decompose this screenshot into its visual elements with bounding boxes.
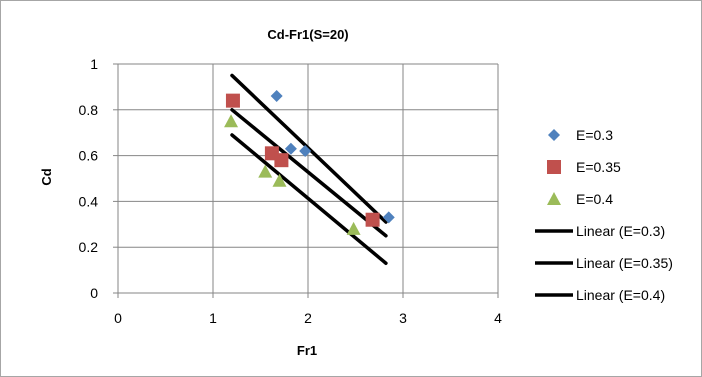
legend-label: E=0.4 xyxy=(576,191,613,207)
x-tick-label: 3 xyxy=(399,310,407,326)
y-tick-label: 0.2 xyxy=(79,239,99,255)
trendline xyxy=(230,108,388,238)
y-tick-label: 0.8 xyxy=(79,102,99,118)
x-tick-label: 2 xyxy=(304,310,312,326)
legend-label: E=0.3 xyxy=(576,127,613,143)
y-tick-label: 0.6 xyxy=(79,148,99,164)
data-point xyxy=(382,211,395,224)
trendlines xyxy=(230,73,388,265)
data-point xyxy=(270,90,283,103)
trendline xyxy=(230,73,388,224)
data-point xyxy=(272,173,287,187)
data-point xyxy=(346,221,361,235)
y-tick-label: 0.4 xyxy=(79,193,99,209)
y-tick-label: 1 xyxy=(90,56,98,72)
data-point xyxy=(258,164,273,178)
data-point xyxy=(224,114,239,128)
axes xyxy=(113,63,499,298)
x-tick-labels: 0 1 2 3 4 xyxy=(114,310,502,326)
legend-label: Linear (E=0.4) xyxy=(576,287,665,303)
legend-marker xyxy=(548,129,560,141)
data-point xyxy=(225,93,240,108)
data-point xyxy=(284,142,297,155)
legend-marker xyxy=(547,192,561,205)
legend: E=0.3 E=0.35 E=0.4 Linear (E=0.3) Linear (E=… xyxy=(535,127,673,303)
legend-label: Linear (E=0.3) xyxy=(576,223,665,239)
x-tick-label: 0 xyxy=(114,310,122,326)
y-axis-title: Cd xyxy=(39,168,54,185)
data-point xyxy=(365,212,380,227)
y-tick-labels: 0 0.2 0.4 0.6 0.8 1 xyxy=(79,56,99,301)
legend-marker xyxy=(547,160,561,174)
y-tick-label: 0 xyxy=(90,285,98,301)
data-point xyxy=(299,145,312,158)
data-point xyxy=(274,153,289,168)
x-tick-label: 1 xyxy=(209,310,217,326)
legend-label: Linear (E=0.35) xyxy=(576,255,673,271)
trendline xyxy=(230,133,388,265)
data-points xyxy=(224,90,395,235)
x-axis-title: Fr1 xyxy=(297,343,317,358)
chart-title: Cd-Fr1(S=20) xyxy=(267,27,348,42)
grid xyxy=(118,63,499,293)
legend-label: E=0.35 xyxy=(576,159,621,175)
x-tick-label: 4 xyxy=(494,310,502,326)
